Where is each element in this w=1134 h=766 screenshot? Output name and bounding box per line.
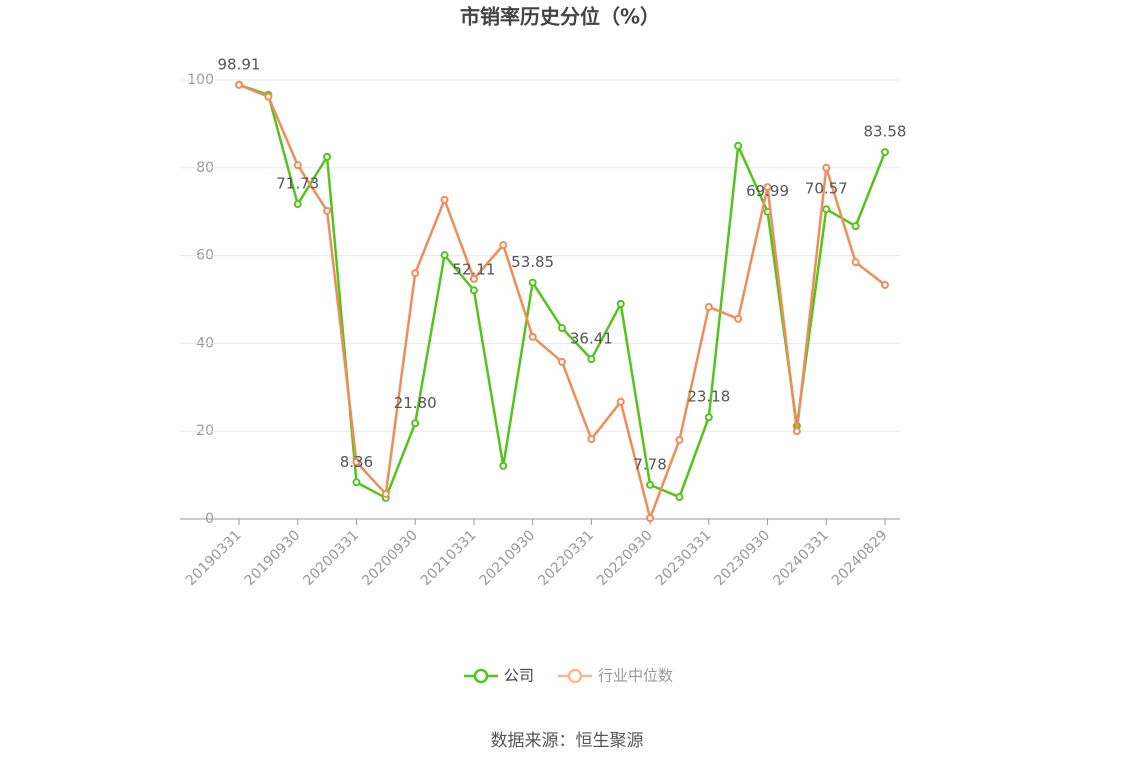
x-tick-label: 20220930	[594, 527, 656, 589]
series-line	[238, 83, 886, 523]
point	[822, 205, 831, 214]
point	[675, 493, 684, 502]
point	[440, 195, 449, 204]
point	[293, 161, 302, 170]
x-tick-label: 20190331	[183, 527, 245, 589]
point	[646, 480, 655, 489]
data-label: 98.91	[218, 55, 261, 73]
point	[704, 302, 713, 311]
point	[734, 314, 743, 323]
point	[264, 92, 273, 101]
data-label: 52.11	[452, 261, 495, 279]
x-tick-label: 20200930	[359, 527, 421, 589]
point	[469, 274, 478, 283]
point	[763, 183, 772, 192]
source: 数据来源：恒生聚源	[491, 731, 644, 751]
x-tick-label: 20210331	[418, 527, 480, 589]
point	[558, 357, 566, 366]
legend-marker	[567, 668, 583, 684]
data-label: 53.85	[511, 253, 554, 271]
point	[440, 251, 449, 260]
point	[851, 222, 860, 231]
point	[499, 241, 508, 250]
x-tick-label: 20210930	[477, 527, 539, 589]
point	[851, 258, 860, 267]
point	[323, 152, 332, 161]
legend-label: 公司	[504, 667, 534, 685]
x-tick-label: 20200331	[300, 527, 362, 589]
point	[616, 397, 625, 406]
point	[323, 206, 332, 215]
point	[352, 457, 361, 466]
x-tick-label: 20230331	[653, 527, 715, 589]
point	[381, 489, 390, 498]
point	[587, 355, 596, 364]
legend-marker	[473, 668, 489, 684]
point	[499, 461, 508, 470]
x-tick-label: 20240829	[829, 527, 891, 589]
data-label: 71.73	[276, 175, 319, 193]
point	[646, 514, 655, 523]
point	[411, 269, 420, 278]
legend-label: 行业中位数	[598, 667, 673, 685]
data-label: 83.58	[864, 123, 907, 141]
point	[675, 435, 684, 444]
x-tick-label: 20230930	[711, 527, 773, 589]
point	[881, 148, 889, 157]
data-label: 69.99	[746, 182, 789, 200]
point	[616, 299, 625, 308]
point	[235, 80, 243, 89]
data-label: 36.41	[570, 330, 613, 348]
data-label: 8.36	[340, 453, 373, 471]
point	[734, 141, 743, 150]
x-tick-label: 20190930	[242, 527, 304, 589]
chart-title: 市销率历史分位（%）	[460, 5, 660, 29]
data-label: 7.78	[633, 455, 666, 473]
x-tick-label: 20220331	[535, 527, 597, 589]
point	[411, 419, 420, 428]
point	[293, 200, 302, 209]
data-label: 21.80	[394, 394, 437, 412]
point	[792, 427, 801, 436]
point	[528, 332, 537, 341]
point	[704, 413, 713, 422]
point	[881, 281, 889, 290]
point	[469, 286, 478, 295]
point	[352, 478, 361, 487]
data-label: 70.57	[805, 180, 848, 198]
x-tick-label: 20240331	[770, 527, 832, 589]
data-label: 23.18	[687, 388, 730, 406]
point	[822, 163, 831, 172]
point	[558, 324, 566, 333]
point	[528, 278, 537, 287]
point	[587, 435, 596, 444]
